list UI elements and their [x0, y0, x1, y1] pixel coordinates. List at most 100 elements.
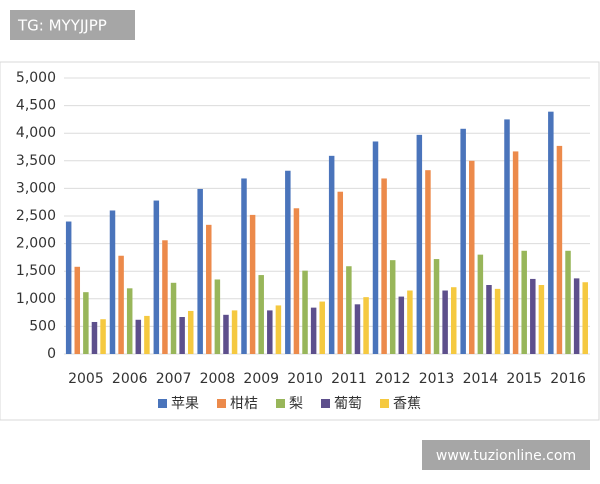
bar: [433, 259, 440, 354]
bar: [206, 224, 212, 354]
bar: [521, 250, 527, 354]
bar: [556, 145, 563, 354]
y-tick-label: 0: [47, 346, 56, 362]
watermark-box: [422, 440, 590, 470]
bar: [135, 319, 142, 354]
bar: [363, 297, 369, 354]
bar: [74, 266, 81, 354]
legend-label: 苹果: [171, 396, 199, 412]
x-tick-label: 2015: [506, 371, 542, 387]
bar: [381, 178, 387, 354]
bar: [293, 208, 300, 354]
x-tick-label: 2012: [375, 371, 411, 387]
bar: [310, 307, 317, 354]
bar: [407, 290, 413, 354]
bar: [477, 254, 484, 354]
legend-swatch: [276, 399, 285, 408]
bar: [302, 270, 308, 354]
watermark: TG: MYYJJPP: [17, 17, 107, 35]
bar: [241, 178, 247, 354]
y-tick-label: 4,000: [16, 125, 56, 141]
bar: [354, 304, 361, 354]
legend-swatch: [321, 399, 330, 408]
bar: [450, 287, 457, 354]
watermark-box: [10, 10, 135, 40]
bar: [504, 119, 510, 355]
y-tick-label: 5,000: [16, 70, 56, 86]
bar: [65, 221, 72, 354]
bar: [442, 290, 448, 354]
bar: [530, 278, 536, 354]
bar: [460, 128, 466, 354]
bar: [398, 296, 405, 354]
legend-label: 梨: [289, 396, 303, 412]
bar: [346, 266, 352, 354]
bar: [319, 301, 325, 354]
x-tick-label: 2009: [243, 371, 279, 387]
y-tick-label: 1,000: [16, 291, 56, 307]
bar: [179, 317, 185, 354]
bar: [425, 170, 431, 354]
legend-label: 香蕉: [393, 396, 421, 412]
bar: [249, 214, 256, 354]
chart-frame: [0, 61, 600, 421]
bar: [258, 275, 264, 354]
bar: [337, 191, 344, 354]
bar: [100, 319, 106, 354]
bar: [469, 160, 475, 354]
bar: [267, 310, 273, 354]
bar: [197, 188, 203, 354]
bar: [494, 288, 501, 354]
bar: [573, 278, 580, 354]
bar: [126, 288, 133, 354]
legend-label: 葡萄: [334, 396, 362, 412]
bar: [153, 200, 160, 354]
bar: [214, 279, 221, 354]
bar: [109, 210, 116, 354]
x-tick-label: 2005: [68, 371, 104, 387]
x-tick-label: 2011: [331, 371, 367, 387]
x-tick-label: 2013: [419, 371, 455, 387]
bar: [187, 310, 194, 354]
x-tick-label: 2007: [156, 371, 192, 387]
bar: [118, 255, 124, 354]
bar: [548, 111, 554, 354]
bar: [223, 314, 229, 354]
bar: [162, 240, 168, 354]
legend-swatch: [380, 399, 389, 408]
x-tick-label: 2010: [287, 371, 323, 387]
y-tick-label: 2,000: [16, 236, 56, 252]
bar: [389, 260, 396, 354]
x-tick-label: 2006: [112, 371, 148, 387]
y-tick-label: 3,500: [16, 153, 56, 169]
legend-swatch: [158, 399, 167, 408]
bar: [328, 155, 335, 354]
y-tick-label: 500: [29, 318, 56, 334]
y-tick-label: 1,500: [16, 263, 56, 279]
bar: [538, 285, 545, 354]
bar: [170, 282, 177, 354]
bar: [486, 285, 492, 354]
bar: [582, 282, 588, 354]
y-tick-label: 4,500: [16, 98, 56, 114]
watermark: www.tuzionline.com: [436, 448, 576, 464]
bar: [565, 250, 571, 354]
bar: [416, 134, 423, 354]
x-tick-label: 2008: [200, 371, 236, 387]
bar: [91, 321, 98, 354]
bar: [285, 170, 291, 354]
bar: [372, 141, 379, 354]
legend-swatch: [217, 399, 226, 408]
y-tick-label: 2,500: [16, 208, 56, 224]
bar: [83, 292, 89, 354]
y-tick-label: 3,000: [16, 180, 56, 196]
bar: [512, 151, 519, 354]
legend-label: 柑桔: [230, 396, 258, 412]
bar: [231, 310, 238, 354]
bar: [144, 315, 150, 354]
bar: [275, 305, 282, 354]
x-tick-label: 2016: [550, 371, 586, 387]
x-tick-label: 2014: [463, 371, 499, 387]
